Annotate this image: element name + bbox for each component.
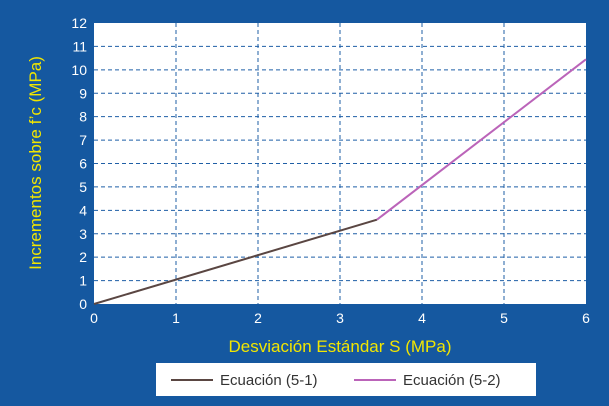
series-lines [93, 58, 587, 305]
x-tick-label: 0 [90, 310, 98, 326]
y-tick-label: 8 [79, 109, 87, 125]
x-tick-label: 5 [500, 310, 508, 326]
y-tick-label: 9 [79, 85, 87, 101]
y-tick-label: 1 [79, 273, 87, 289]
y-tick-label: 5 [79, 179, 87, 195]
y-tick-label: 12 [71, 15, 87, 31]
x-tick-label: 4 [418, 310, 426, 326]
series-line-1 [93, 218, 378, 305]
x-axis-label: Desviación Estándar S (MPa) [229, 337, 452, 356]
x-tick-label: 6 [582, 310, 590, 326]
x-tick-label: 3 [336, 310, 344, 326]
y-axis-label: Incrementos sobre f’c (MPa) [26, 56, 45, 270]
y-tick-label: 0 [79, 296, 87, 312]
x-tick-label: 1 [172, 310, 180, 326]
y-tick-label: 10 [71, 62, 87, 78]
legend: Ecuación (5-1) Ecuación (5-2) [156, 363, 536, 396]
grid-lines [94, 23, 586, 304]
legend-box [156, 363, 536, 396]
series-line-2 [376, 58, 587, 221]
y-tick-label: 7 [79, 132, 87, 148]
y-tick-label: 11 [72, 38, 87, 54]
legend-label-series-2: Ecuación (5-2) [403, 372, 501, 389]
y-tick-label: 2 [79, 249, 87, 265]
legend-label-series-1: Ecuación (5-1) [220, 372, 318, 389]
y-tick-label: 4 [79, 202, 87, 218]
x-tick-labels: 0 1 2 3 4 5 6 [90, 310, 590, 326]
y-tick-label: 6 [79, 156, 87, 172]
x-tick-label: 2 [254, 310, 262, 326]
y-tick-label: 3 [79, 226, 87, 242]
